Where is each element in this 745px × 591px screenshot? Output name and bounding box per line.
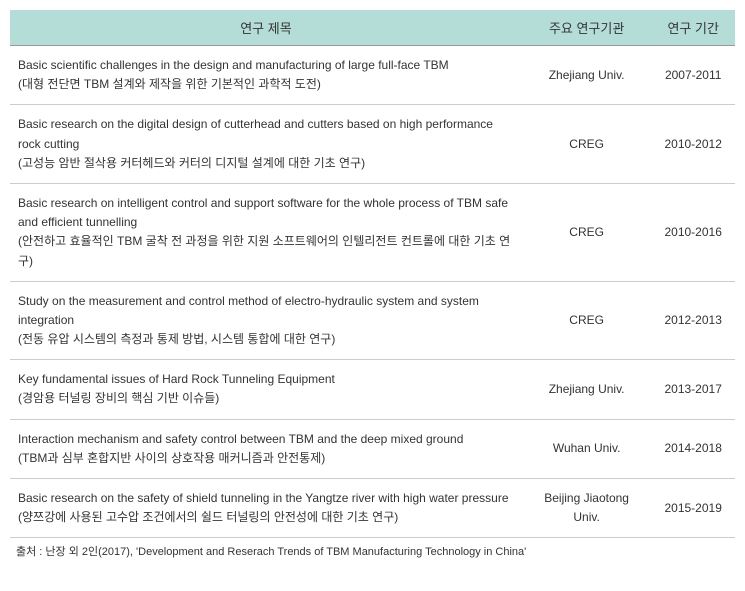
table-header-row: 연구 제목 주요 연구기관 연구 기간	[10, 10, 735, 46]
header-period: 연구 기간	[651, 10, 735, 46]
title-korean: (양쯔강에 사용된 고수압 조건에서의 쉴드 터널링의 안전성에 대한 기초 연…	[18, 508, 514, 527]
cell-period: 2007-2011	[651, 46, 735, 105]
cell-period: 2013-2017	[651, 360, 735, 419]
title-english: Interaction mechanism and safety control…	[18, 430, 514, 449]
cell-period: 2010-2016	[651, 183, 735, 281]
cell-title: Key fundamental issues of Hard Rock Tunn…	[10, 360, 522, 419]
table-row: Basic research on the safety of shield t…	[10, 479, 735, 538]
cell-institution: CREG	[522, 183, 652, 281]
header-title: 연구 제목	[10, 10, 522, 46]
cell-title: Basic research on the digital design of …	[10, 105, 522, 184]
cell-institution: CREG	[522, 281, 652, 360]
table-row: Basic scientific challenges in the desig…	[10, 46, 735, 105]
title-english: Basic research on intelligent control an…	[18, 194, 514, 232]
title-english: Basic scientific challenges in the desig…	[18, 56, 514, 75]
cell-institution: Zhejiang Univ.	[522, 46, 652, 105]
title-korean: (TBM과 심부 혼합지반 사이의 상호작용 매커니즘과 안전통제)	[18, 449, 514, 468]
cell-title: Interaction mechanism and safety control…	[10, 419, 522, 478]
title-korean: (경암용 터널링 장비의 핵심 기반 이슈들)	[18, 389, 514, 408]
table-body: Basic scientific challenges in the desig…	[10, 46, 735, 538]
table-row: Key fundamental issues of Hard Rock Tunn…	[10, 360, 735, 419]
title-korean: (고성능 암반 절삭용 커터헤드와 커터의 디지털 설계에 대한 기초 연구)	[18, 154, 514, 173]
research-table: 연구 제목 주요 연구기관 연구 기간 Basic scientific cha…	[10, 10, 735, 538]
header-institution: 주요 연구기관	[522, 10, 652, 46]
title-english: Key fundamental issues of Hard Rock Tunn…	[18, 370, 514, 389]
cell-period: 2012-2013	[651, 281, 735, 360]
cell-period: 2015-2019	[651, 479, 735, 538]
cell-title: Basic research on the safety of shield t…	[10, 479, 522, 538]
title-korean: (안전하고 효율적인 TBM 굴착 전 과정을 위한 지원 소프트웨어의 인텔리…	[18, 232, 514, 270]
footnote: 출처 : 난장 외 2인(2017), 'Development and Res…	[10, 538, 735, 559]
table-row: Study on the measurement and control met…	[10, 281, 735, 360]
cell-title: Study on the measurement and control met…	[10, 281, 522, 360]
cell-institution: Zhejiang Univ.	[522, 360, 652, 419]
cell-institution: Wuhan Univ.	[522, 419, 652, 478]
cell-institution: CREG	[522, 105, 652, 184]
cell-institution: Beijing Jiaotong Univ.	[522, 479, 652, 538]
table-row: Interaction mechanism and safety control…	[10, 419, 735, 478]
cell-period: 2014-2018	[651, 419, 735, 478]
cell-title: Basic scientific challenges in the desig…	[10, 46, 522, 105]
table-row: Basic research on intelligent control an…	[10, 183, 735, 281]
title-english: Basic research on the safety of shield t…	[18, 489, 514, 508]
cell-title: Basic research on intelligent control an…	[10, 183, 522, 281]
table-row: Basic research on the digital design of …	[10, 105, 735, 184]
cell-period: 2010-2012	[651, 105, 735, 184]
title-korean: (대형 전단면 TBM 설계와 제작을 위한 기본적인 과학적 도전)	[18, 75, 514, 94]
title-korean: (전동 유압 시스템의 측정과 통제 방법, 시스템 통합에 대한 연구)	[18, 330, 514, 349]
title-english: Basic research on the digital design of …	[18, 115, 514, 153]
title-english: Study on the measurement and control met…	[18, 292, 514, 330]
